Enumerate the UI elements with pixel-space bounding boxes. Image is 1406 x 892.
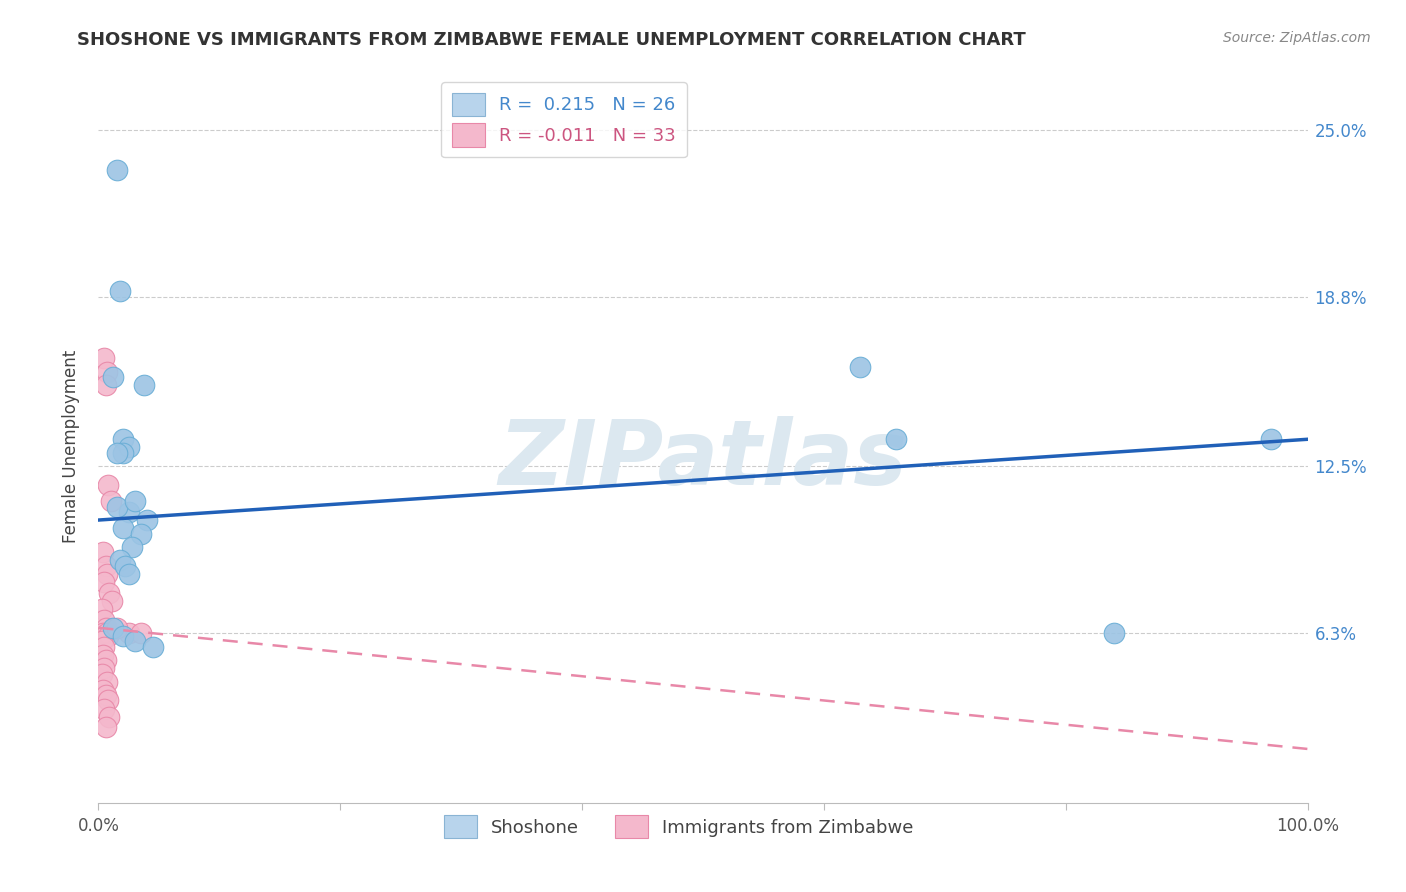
Point xyxy=(134,378,156,392)
Point xyxy=(93,613,115,627)
Point xyxy=(98,709,121,723)
Point xyxy=(121,540,143,554)
Point xyxy=(105,163,128,178)
Point xyxy=(142,640,165,654)
Point xyxy=(129,526,152,541)
Point xyxy=(93,351,115,366)
Point xyxy=(93,661,115,675)
Point xyxy=(118,626,141,640)
Point xyxy=(105,446,128,460)
Point xyxy=(111,432,134,446)
Text: ZIPatlas: ZIPatlas xyxy=(499,417,907,504)
Point xyxy=(97,693,120,707)
Point xyxy=(96,566,118,581)
Point xyxy=(93,701,115,715)
Point xyxy=(101,370,124,384)
Text: SHOSHONE VS IMMIGRANTS FROM ZIMBABWE FEMALE UNEMPLOYMENT CORRELATION CHART: SHOSHONE VS IMMIGRANTS FROM ZIMBABWE FEM… xyxy=(77,31,1026,49)
Point xyxy=(111,521,134,535)
Point xyxy=(94,558,117,573)
Point xyxy=(886,432,908,446)
Point xyxy=(124,494,146,508)
Point xyxy=(124,634,146,648)
Point xyxy=(97,478,120,492)
Point xyxy=(108,284,131,298)
Point xyxy=(1102,626,1125,640)
Point xyxy=(96,626,118,640)
Point xyxy=(96,674,118,689)
Point xyxy=(114,558,136,573)
Point xyxy=(105,621,128,635)
Point xyxy=(91,666,114,681)
Point xyxy=(111,629,134,643)
Point xyxy=(118,441,141,455)
Point xyxy=(135,513,157,527)
Point xyxy=(118,566,141,581)
Point xyxy=(94,621,117,635)
Point xyxy=(108,553,131,567)
Point xyxy=(118,505,141,519)
Point xyxy=(94,378,117,392)
Point xyxy=(1260,432,1282,446)
Point xyxy=(93,640,115,654)
Point xyxy=(129,626,152,640)
Point xyxy=(100,494,122,508)
Point xyxy=(96,365,118,379)
Point xyxy=(101,621,124,635)
Legend: Shoshone, Immigrants from Zimbabwe: Shoshone, Immigrants from Zimbabwe xyxy=(434,806,922,847)
Point xyxy=(105,500,128,514)
Text: Source: ZipAtlas.com: Source: ZipAtlas.com xyxy=(1223,31,1371,45)
Point xyxy=(97,629,120,643)
Point xyxy=(94,653,117,667)
Point xyxy=(100,594,122,608)
Point xyxy=(94,688,117,702)
Point xyxy=(93,574,115,589)
Point xyxy=(111,446,134,460)
Point xyxy=(91,545,114,559)
Point xyxy=(94,720,117,734)
Point xyxy=(98,586,121,600)
Point xyxy=(91,682,114,697)
Point xyxy=(91,648,114,662)
Point xyxy=(91,634,114,648)
Y-axis label: Female Unemployment: Female Unemployment xyxy=(62,350,80,542)
Point xyxy=(91,626,114,640)
Point xyxy=(91,602,114,616)
Point xyxy=(849,359,872,374)
